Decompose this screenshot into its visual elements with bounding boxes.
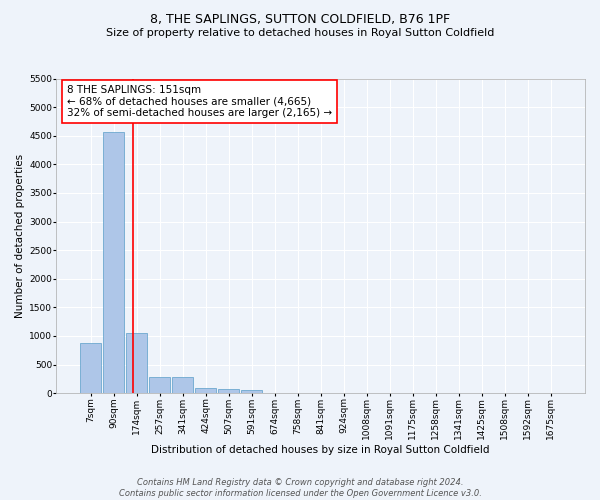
Text: 8, THE SAPLINGS, SUTTON COLDFIELD, B76 1PF: 8, THE SAPLINGS, SUTTON COLDFIELD, B76 1… <box>150 12 450 26</box>
Bar <box>127 332 147 393</box>
Text: Contains HM Land Registry data © Crown copyright and database right 2024.
Contai: Contains HM Land Registry data © Crown c… <box>119 478 481 498</box>
X-axis label: Distribution of detached houses by size in Royal Sutton Coldfield: Distribution of detached houses by size … <box>151 445 490 455</box>
Bar <box>241 390 262 393</box>
Bar <box>80 343 101 393</box>
Bar <box>149 376 170 393</box>
Y-axis label: Number of detached properties: Number of detached properties <box>15 154 25 318</box>
Bar <box>218 388 239 393</box>
Text: 8 THE SAPLINGS: 151sqm
← 68% of detached houses are smaller (4,665)
32% of semi-: 8 THE SAPLINGS: 151sqm ← 68% of detached… <box>67 85 332 118</box>
Text: Size of property relative to detached houses in Royal Sutton Coldfield: Size of property relative to detached ho… <box>106 28 494 38</box>
Bar <box>172 377 193 393</box>
Bar <box>103 132 124 393</box>
Bar <box>196 388 216 393</box>
